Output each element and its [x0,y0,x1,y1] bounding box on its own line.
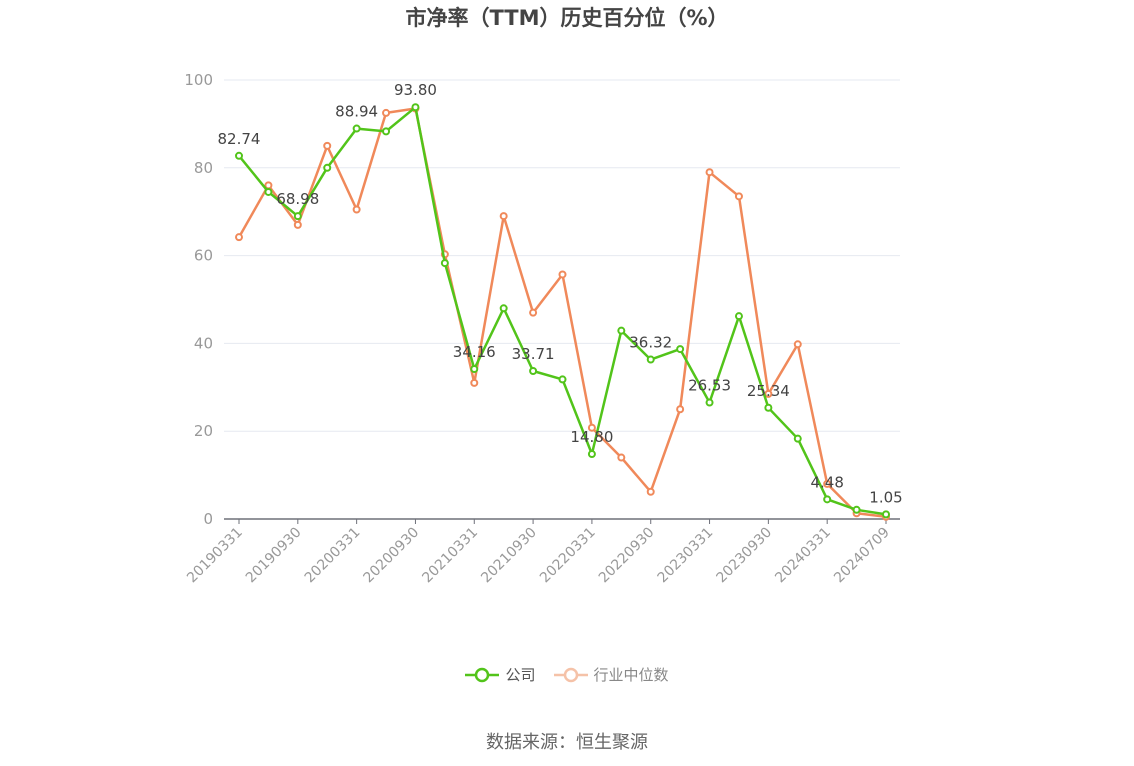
data-point-industry [529,308,538,317]
data-point-company [882,510,890,519]
data-point-industry [617,453,626,462]
data-label: 26.53 [688,377,731,395]
x-tick-label: 20190930 [243,525,305,587]
data-point-industry [705,168,714,177]
data-point-company [352,124,361,133]
data-point-company [734,312,743,321]
legend-label-company: 公司 [505,666,536,684]
x-tick-label: 20230930 [713,525,775,587]
data-labels: 82.74 68.98 88.94 93.80 34.16 33.71 14.80 36.32… [218,81,903,506]
y-axis-ticks: 0 20 40 60 80 100 [184,71,213,528]
x-tick-label: 20230331 [655,525,717,587]
data-point-company [529,367,538,376]
series-group [235,103,890,521]
data-point-industry [823,479,832,488]
data-point-industry [676,405,685,414]
data-point-company [264,187,273,196]
data-point-industry [558,270,567,279]
data-label: 4.48 [810,473,843,491]
data-point-company [823,495,832,504]
x-tick-label: 20210930 [478,525,540,587]
legend-item-industry[interactable]: 行业中位数 [553,664,669,685]
data-point-industry [646,487,655,496]
data-point-company [558,375,567,384]
data-label: 93.80 [394,81,437,99]
data-point-industry [352,205,361,214]
x-tick-label: 20210331 [419,525,481,587]
data-point-industry [793,340,802,349]
data-point-industry [587,423,596,432]
data-point-company [764,403,773,412]
data-point-company [440,259,449,268]
data-label: 33.71 [512,345,555,363]
y-tick-label: 20 [194,422,213,440]
x-tick-label: 20240331 [772,525,834,587]
legend-industry-icon [553,667,588,682]
data-label: 68.98 [276,190,319,208]
legend-company-icon [465,667,500,682]
data-label: 88.94 [335,103,378,121]
data-point-company [793,434,802,443]
data-label: 14.80 [570,428,613,446]
data-label: 36.32 [629,334,672,352]
data-point-industry [382,108,391,117]
data-point-industry [734,192,743,201]
data-label: 25.34 [747,382,790,400]
data-point-company [470,365,479,374]
data-label: 34.16 [453,343,496,361]
x-tick-label: 20190331 [184,525,246,587]
y-tick-label: 40 [194,334,213,352]
series-line-industry [237,107,887,519]
data-point-company [646,355,655,364]
x-tick-label: 20200331 [302,525,364,587]
data-point-company [382,127,391,136]
data-point-company [676,345,685,354]
data-point-industry [235,233,243,242]
data-point-company [293,212,302,221]
data-point-company [499,304,508,313]
data-point-company [323,163,332,172]
legend: 公司 行业中位数 [0,664,1134,685]
data-point-industry [764,389,773,398]
data-point-company [587,450,596,459]
y-tick-label: 0 [203,510,213,528]
y-tick-label: 80 [194,159,213,177]
data-point-company [235,151,243,160]
data-point-industry [499,212,508,221]
y-tick-label: 60 [194,247,213,265]
data-point-industry [293,220,302,229]
legend-item-company[interactable]: 公司 [465,664,536,685]
data-point-industry [470,378,479,387]
x-axis: 2019033120190930202003312020093020210331… [184,518,900,587]
legend-label-industry: 行业中位数 [593,666,669,684]
x-tick-label: 20220930 [596,525,658,587]
x-tick-label: 20220331 [537,525,599,587]
data-point-company [705,398,714,407]
data-label: 82.74 [218,130,261,148]
x-tick-label: 20240709 [831,525,893,587]
chart-title: 市净率（TTM）历史百分位（%） [405,6,729,30]
data-source: 数据来源：恒生聚源 [486,732,648,753]
data-point-company [617,326,626,335]
x-tick-label: 20200930 [361,525,423,587]
data-point-industry [323,141,332,150]
data-point-company [852,505,861,514]
data-label: 1.05 [869,488,902,506]
y-tick-label: 100 [184,71,213,89]
data-point-company [411,103,420,112]
